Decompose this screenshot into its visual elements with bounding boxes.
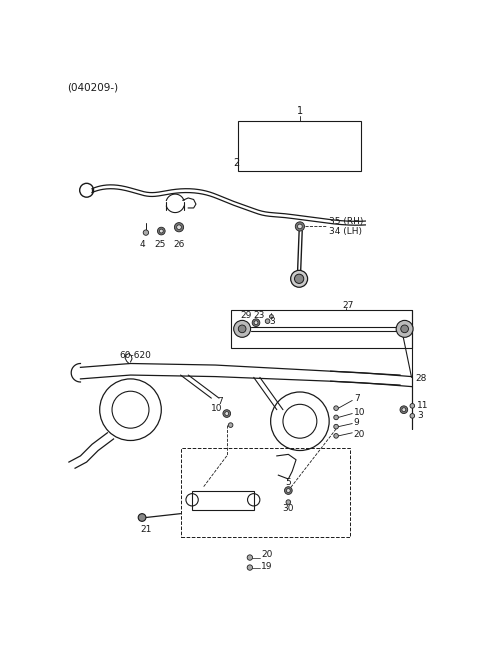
- Text: (040209-): (040209-): [67, 83, 119, 93]
- Circle shape: [247, 565, 252, 571]
- Bar: [238, 121, 361, 171]
- Text: 28: 28: [415, 375, 427, 383]
- Text: 7: 7: [354, 394, 360, 403]
- Circle shape: [177, 225, 181, 229]
- Circle shape: [252, 319, 260, 327]
- Circle shape: [401, 325, 408, 333]
- Circle shape: [291, 271, 308, 288]
- Bar: [180, 448, 350, 536]
- Text: 10: 10: [354, 407, 365, 417]
- Circle shape: [285, 487, 292, 495]
- Text: 30: 30: [283, 504, 294, 513]
- Text: 5: 5: [286, 478, 291, 487]
- Circle shape: [157, 227, 165, 235]
- Circle shape: [225, 411, 228, 415]
- Circle shape: [396, 320, 413, 337]
- Circle shape: [228, 422, 233, 428]
- Text: 34 (LH): 34 (LH): [329, 227, 362, 236]
- Text: 23: 23: [254, 311, 265, 320]
- Text: 20: 20: [354, 430, 365, 439]
- Circle shape: [295, 222, 304, 231]
- Text: 35 (RH): 35 (RH): [329, 217, 363, 225]
- Text: 7: 7: [217, 398, 223, 407]
- Circle shape: [238, 325, 246, 333]
- Text: 26: 26: [173, 240, 185, 249]
- Circle shape: [402, 408, 406, 411]
- Circle shape: [159, 229, 163, 233]
- Circle shape: [334, 406, 338, 411]
- Bar: [230, 310, 411, 348]
- Circle shape: [410, 403, 415, 408]
- Circle shape: [174, 223, 184, 232]
- Text: 27: 27: [342, 301, 354, 310]
- Circle shape: [265, 319, 270, 324]
- Circle shape: [287, 489, 290, 493]
- Text: 2: 2: [234, 159, 240, 168]
- Text: 9: 9: [354, 419, 360, 427]
- Text: 10: 10: [211, 403, 223, 413]
- Circle shape: [269, 314, 273, 318]
- Text: 3: 3: [269, 318, 275, 326]
- Text: 11: 11: [417, 402, 429, 410]
- Circle shape: [334, 424, 338, 429]
- Circle shape: [143, 230, 149, 235]
- Circle shape: [334, 415, 338, 420]
- Bar: [192, 491, 254, 510]
- Text: 29: 29: [241, 311, 252, 320]
- Circle shape: [334, 434, 338, 438]
- Circle shape: [410, 413, 415, 418]
- Text: 19: 19: [262, 562, 273, 571]
- Circle shape: [234, 320, 251, 337]
- Text: 4: 4: [139, 240, 145, 249]
- Circle shape: [298, 224, 302, 229]
- Text: 1: 1: [297, 106, 303, 116]
- Circle shape: [286, 500, 291, 504]
- Text: 60-620: 60-620: [119, 351, 151, 360]
- Circle shape: [138, 514, 146, 521]
- Circle shape: [247, 555, 252, 560]
- Circle shape: [254, 321, 258, 325]
- Text: 3: 3: [417, 411, 423, 421]
- Circle shape: [400, 406, 408, 413]
- Text: 21: 21: [140, 525, 152, 534]
- Circle shape: [295, 274, 304, 284]
- Text: 25: 25: [154, 240, 166, 249]
- Text: 20: 20: [262, 550, 273, 559]
- Circle shape: [223, 409, 230, 417]
